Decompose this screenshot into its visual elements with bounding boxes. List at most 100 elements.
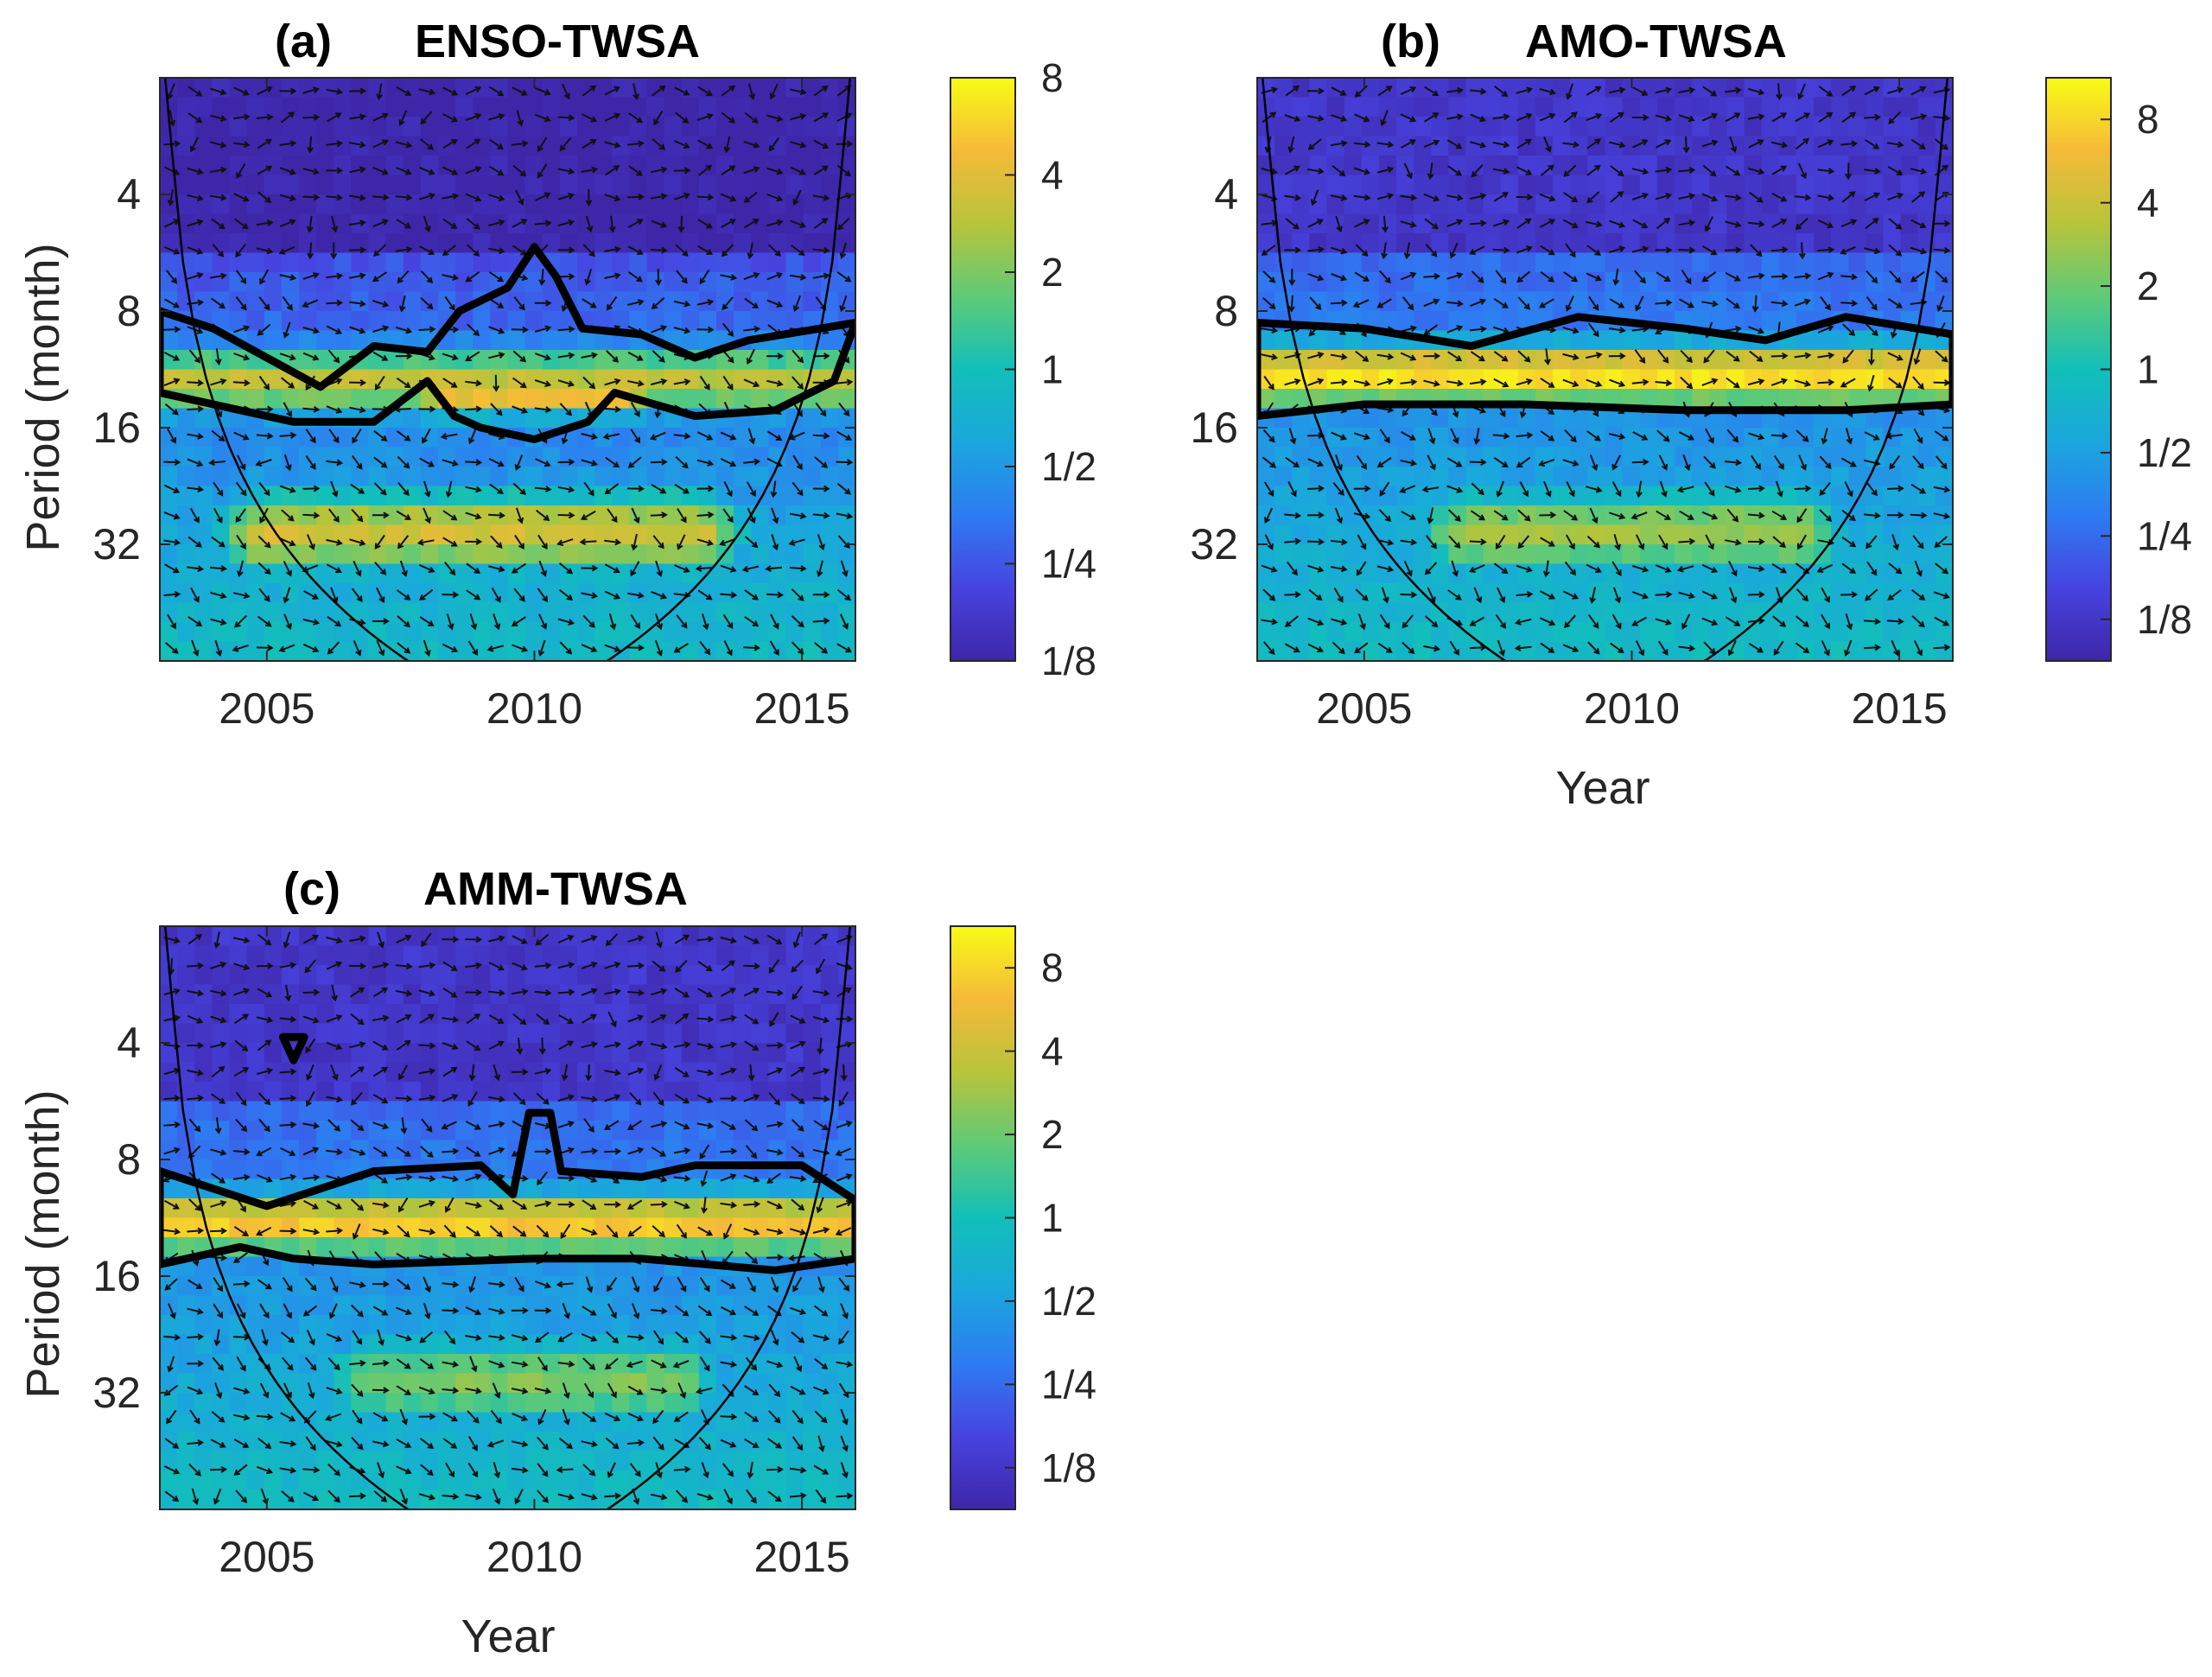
heatmap-cell [681,252,700,273]
phase-arrow [676,614,688,629]
heatmap-cell [1675,524,1693,545]
heatmap-cell [1535,252,1554,273]
heatmap-cell [681,965,700,986]
heatmap-cell [768,252,787,273]
heatmap-cell [246,252,265,273]
heatmap-cell [385,544,404,565]
phase-arrow [696,485,715,492]
heatmap-cell [1309,330,1328,351]
heatmap-cell [316,1412,334,1432]
heatmap-cell [403,1432,422,1452]
phase-arrow [1540,245,1555,256]
heatmap-cell [438,1490,456,1509]
phase-arrow [1887,192,1904,201]
heatmap-cell [1257,467,1275,487]
phase-arrow [1682,136,1690,154]
phase-arrow [1910,138,1926,149]
heatmap-cell [1483,467,1502,487]
heatmap-cell [612,1354,631,1375]
heatmap-cell [229,369,248,390]
heatmap-cell [212,486,231,506]
phase-arrow [719,537,736,547]
heatmap-cell [316,1373,334,1394]
colorbar-gradient [2045,77,2112,662]
heatmap-cell [1692,213,1710,234]
phase-arrow [467,640,479,656]
heatmap-cell [490,544,509,565]
heatmap-cell [316,965,334,986]
heatmap-cell [594,350,613,371]
heatmap-cell [559,984,578,1005]
heatmap-cell [420,563,439,584]
phase-arrow [1749,244,1763,257]
phase-arrow [257,165,273,175]
phase-arrow [302,299,319,308]
phase-arrow [766,430,783,441]
phase-arrow [627,379,645,387]
heatmap-cell [1326,252,1345,273]
heatmap-cell [299,213,317,234]
heatmap-cell [316,486,334,506]
heatmap-cell [403,447,422,467]
heatmap-cell [368,622,387,643]
phase-arrow [512,405,529,414]
heatmap-cell [246,563,265,584]
phase-arrow [791,588,804,601]
heatmap-cell [785,1373,804,1394]
heatmap-cell [1726,272,1745,293]
phase-arrow [1589,454,1599,472]
phase-arrow [836,588,852,601]
heatmap-cell [1396,311,1414,332]
phase-arrow [604,378,621,386]
heatmap-cell [1935,408,1953,429]
heatmap-cell [490,641,509,661]
heatmap-cell [1431,136,1450,156]
phase-arrow [1539,112,1556,122]
phase-arrow [699,375,710,391]
heatmap-cell [316,926,334,947]
heatmap-cell [1309,252,1328,273]
heatmap-cell [420,602,439,623]
phase-arrow [791,615,804,628]
phase-arrow [1354,271,1370,282]
heatmap-cell [1517,97,1536,118]
heatmap-cell [473,1023,492,1044]
phase-arrow [1817,194,1835,201]
heatmap-cell [473,622,492,643]
heatmap-cell [1935,117,1953,137]
heatmap-cell [664,156,683,176]
heatmap-cell [1483,272,1502,293]
phase-arrow [256,432,274,440]
heatmap-cell [229,233,248,254]
heatmap-cell [1726,505,1745,526]
phase-arrow [1376,141,1395,149]
phase-arrow [1612,269,1620,286]
heatmap-cell [316,330,334,351]
heatmap-cell [385,1178,404,1199]
phase-arrow [1288,295,1295,313]
heatmap-cell [351,233,370,254]
heatmap-cell [403,311,422,332]
heatmap-cell [299,233,317,254]
heatmap-cell [681,156,700,176]
heatmap-cell [264,1043,283,1064]
phase-arrow [1771,562,1788,574]
heatmap-cell [1778,175,1797,195]
heatmap-cell [1900,447,1919,467]
heatmap-cell [1292,467,1311,487]
heatmap-cell [1448,467,1467,487]
heatmap-cell [803,926,822,947]
phase-arrow [558,588,574,601]
heatmap-cell [1744,524,1763,545]
heatmap-cell [1431,252,1450,273]
phase-arrow [1701,617,1719,626]
heatmap-cell [385,965,404,986]
phase-arrow [1657,349,1669,364]
heatmap-cell [1257,389,1275,410]
phase-arrow [1307,138,1322,150]
heatmap-cell [1570,156,1589,176]
heatmap-cell [177,563,195,584]
heatmap-cell [1692,350,1710,371]
heatmap-cell [246,583,265,604]
heatmap-cell [264,389,283,410]
